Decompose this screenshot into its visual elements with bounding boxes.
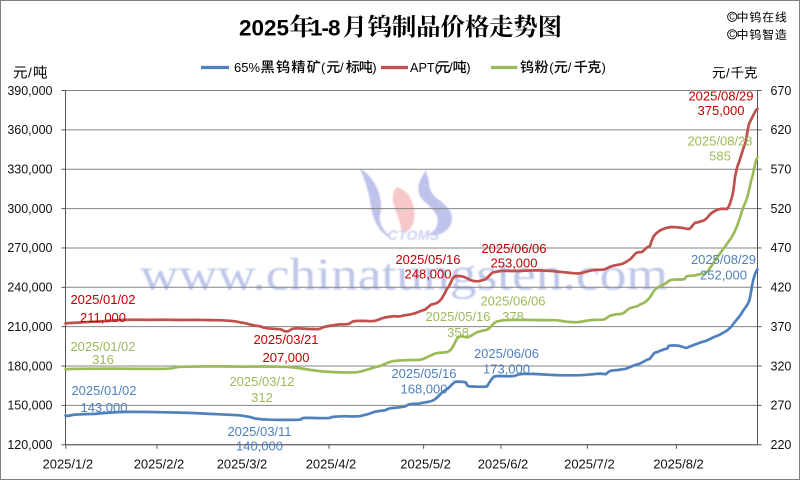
svg-text:120,000: 120,000 (7, 438, 52, 452)
svg-text:2025/4/2: 2025/4/2 (306, 457, 357, 472)
svg-text:2025/6/2: 2025/6/2 (478, 457, 529, 472)
svg-text:320: 320 (771, 359, 792, 373)
svg-text:140,000: 140,000 (236, 438, 283, 453)
svg-text:2025/01/02: 2025/01/02 (70, 292, 135, 307)
svg-text:2025/06/06: 2025/06/06 (480, 293, 545, 308)
svg-text:180,000: 180,000 (7, 359, 52, 373)
svg-text:143,000: 143,000 (81, 400, 128, 415)
svg-text:/: / (726, 66, 730, 81)
svg-text:(: ( (549, 60, 554, 75)
svg-text:211,000: 211,000 (80, 310, 126, 325)
svg-text:2025/8/2: 2025/8/2 (653, 457, 704, 472)
svg-text:330,000: 330,000 (7, 163, 52, 177)
svg-text:2025/3/2: 2025/3/2 (217, 457, 268, 472)
svg-text:C: C (729, 13, 735, 22)
svg-text:378: 378 (502, 309, 524, 324)
svg-text:): ) (466, 60, 470, 75)
svg-text:150,000: 150,000 (7, 399, 52, 413)
svg-text:/: / (449, 60, 453, 75)
svg-text:65%: 65% (234, 60, 260, 75)
svg-text:2025/03/12: 2025/03/12 (229, 374, 294, 389)
svg-text:2025/01/02: 2025/01/02 (71, 383, 136, 398)
svg-text:168,000: 168,000 (401, 382, 448, 397)
svg-text:370: 370 (771, 320, 792, 334)
svg-text:2025/7/2: 2025/7/2 (564, 457, 615, 472)
svg-text:207,000: 207,000 (263, 350, 310, 365)
svg-text:): ) (372, 60, 376, 75)
svg-text:360,000: 360,000 (7, 123, 52, 137)
svg-text:2025/01/02: 2025/01/02 (70, 339, 135, 354)
svg-text:248,000: 248,000 (405, 267, 452, 282)
svg-text:2025/1/2: 2025/1/2 (42, 457, 93, 472)
svg-text:358: 358 (447, 325, 469, 340)
svg-text:520: 520 (771, 202, 792, 216)
svg-text:670: 670 (771, 84, 792, 98)
svg-text:240,000: 240,000 (7, 281, 52, 295)
svg-text:173,000: 173,000 (483, 362, 530, 377)
svg-text:2025/06/06: 2025/06/06 (481, 241, 546, 256)
svg-text:2025/05/16: 2025/05/16 (425, 309, 490, 324)
svg-text:2025/03/11: 2025/03/11 (227, 424, 291, 439)
svg-text:210,000: 210,000 (7, 320, 52, 334)
svg-text:APT(: APT( (410, 61, 440, 75)
svg-text:300,000: 300,000 (7, 202, 52, 216)
svg-text:420: 420 (771, 281, 792, 295)
svg-text:390,000: 390,000 (7, 84, 52, 98)
svg-text:220: 220 (771, 438, 792, 452)
svg-text:252,000: 252,000 (700, 268, 747, 283)
svg-text:316: 316 (92, 352, 114, 367)
svg-text:/: / (340, 60, 344, 75)
svg-text:585: 585 (709, 149, 731, 164)
svg-text:): ) (602, 60, 606, 75)
svg-text:470: 470 (771, 241, 792, 255)
svg-text:375,000: 375,000 (698, 103, 745, 118)
svg-text:253,000: 253,000 (491, 255, 538, 270)
svg-text:2025/08/29: 2025/08/29 (688, 89, 753, 104)
svg-text:2025/06/06: 2025/06/06 (474, 346, 539, 361)
svg-text:1-8: 1-8 (310, 16, 340, 41)
svg-text:2025/08/28: 2025/08/28 (687, 134, 752, 149)
svg-text:570: 570 (771, 163, 792, 177)
svg-text:(: ( (321, 60, 326, 75)
svg-text:/: / (28, 66, 32, 81)
svg-text:2025: 2025 (239, 16, 289, 41)
svg-text:/: / (568, 60, 572, 75)
svg-text:2025/05/16: 2025/05/16 (395, 252, 460, 267)
svg-text:CTOMS: CTOMS (388, 227, 440, 243)
svg-text:270: 270 (771, 399, 792, 413)
svg-text:C: C (729, 30, 735, 39)
svg-text:2025/5/2: 2025/5/2 (400, 457, 451, 472)
svg-text:620: 620 (771, 123, 792, 137)
svg-text:2025/03/21: 2025/03/21 (253, 332, 318, 347)
svg-text:2025/05/16: 2025/05/16 (391, 366, 456, 381)
svg-text:270,000: 270,000 (7, 241, 52, 255)
svg-text:2025/08/29: 2025/08/29 (691, 252, 756, 267)
svg-text:312: 312 (251, 390, 273, 405)
svg-text:2025/2/2: 2025/2/2 (134, 457, 185, 472)
